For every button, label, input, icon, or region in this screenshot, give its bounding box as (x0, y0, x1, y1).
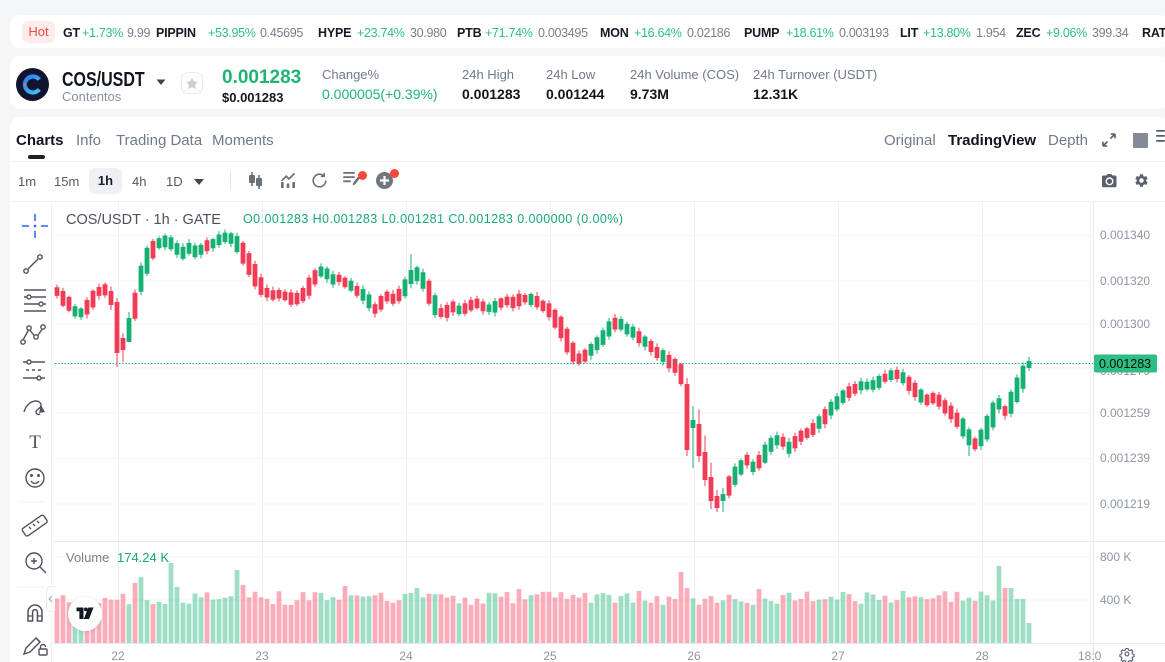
svg-text:0.001320: 0.001320 (1100, 274, 1150, 288)
svg-text:0.001219: 0.001219 (1100, 497, 1150, 511)
svg-text:23: 23 (255, 649, 269, 662)
svg-text:28: 28 (975, 649, 989, 662)
svg-text:24: 24 (399, 649, 413, 662)
svg-text:0.001239: 0.001239 (1100, 451, 1150, 465)
svg-text:0.001259: 0.001259 (1100, 406, 1150, 420)
svg-text:O0.001283 H0.001283 L0.001281: O0.001283 H0.001283 L0.001281 C0.001283 … (243, 212, 623, 226)
svg-text:18:0: 18:0 (1078, 649, 1102, 662)
svg-text:0.001300: 0.001300 (1100, 317, 1150, 331)
svg-text:0.001340: 0.001340 (1100, 228, 1150, 242)
svg-text:26: 26 (687, 649, 701, 662)
svg-text:COS/USDT · 1h · GATE: COS/USDT · 1h · GATE (66, 212, 221, 228)
svg-text:25: 25 (543, 649, 557, 662)
svg-text:Volume: Volume (66, 550, 109, 565)
svg-text:400 K: 400 K (1100, 593, 1131, 607)
svg-text:22: 22 (111, 649, 125, 662)
svg-text:0.001283: 0.001283 (1099, 357, 1151, 371)
svg-text:174.24 K: 174.24 K (117, 550, 169, 565)
svg-text:800 K: 800 K (1100, 550, 1131, 564)
svg-text:27: 27 (831, 649, 845, 662)
svg-text:T: T (29, 432, 41, 453)
